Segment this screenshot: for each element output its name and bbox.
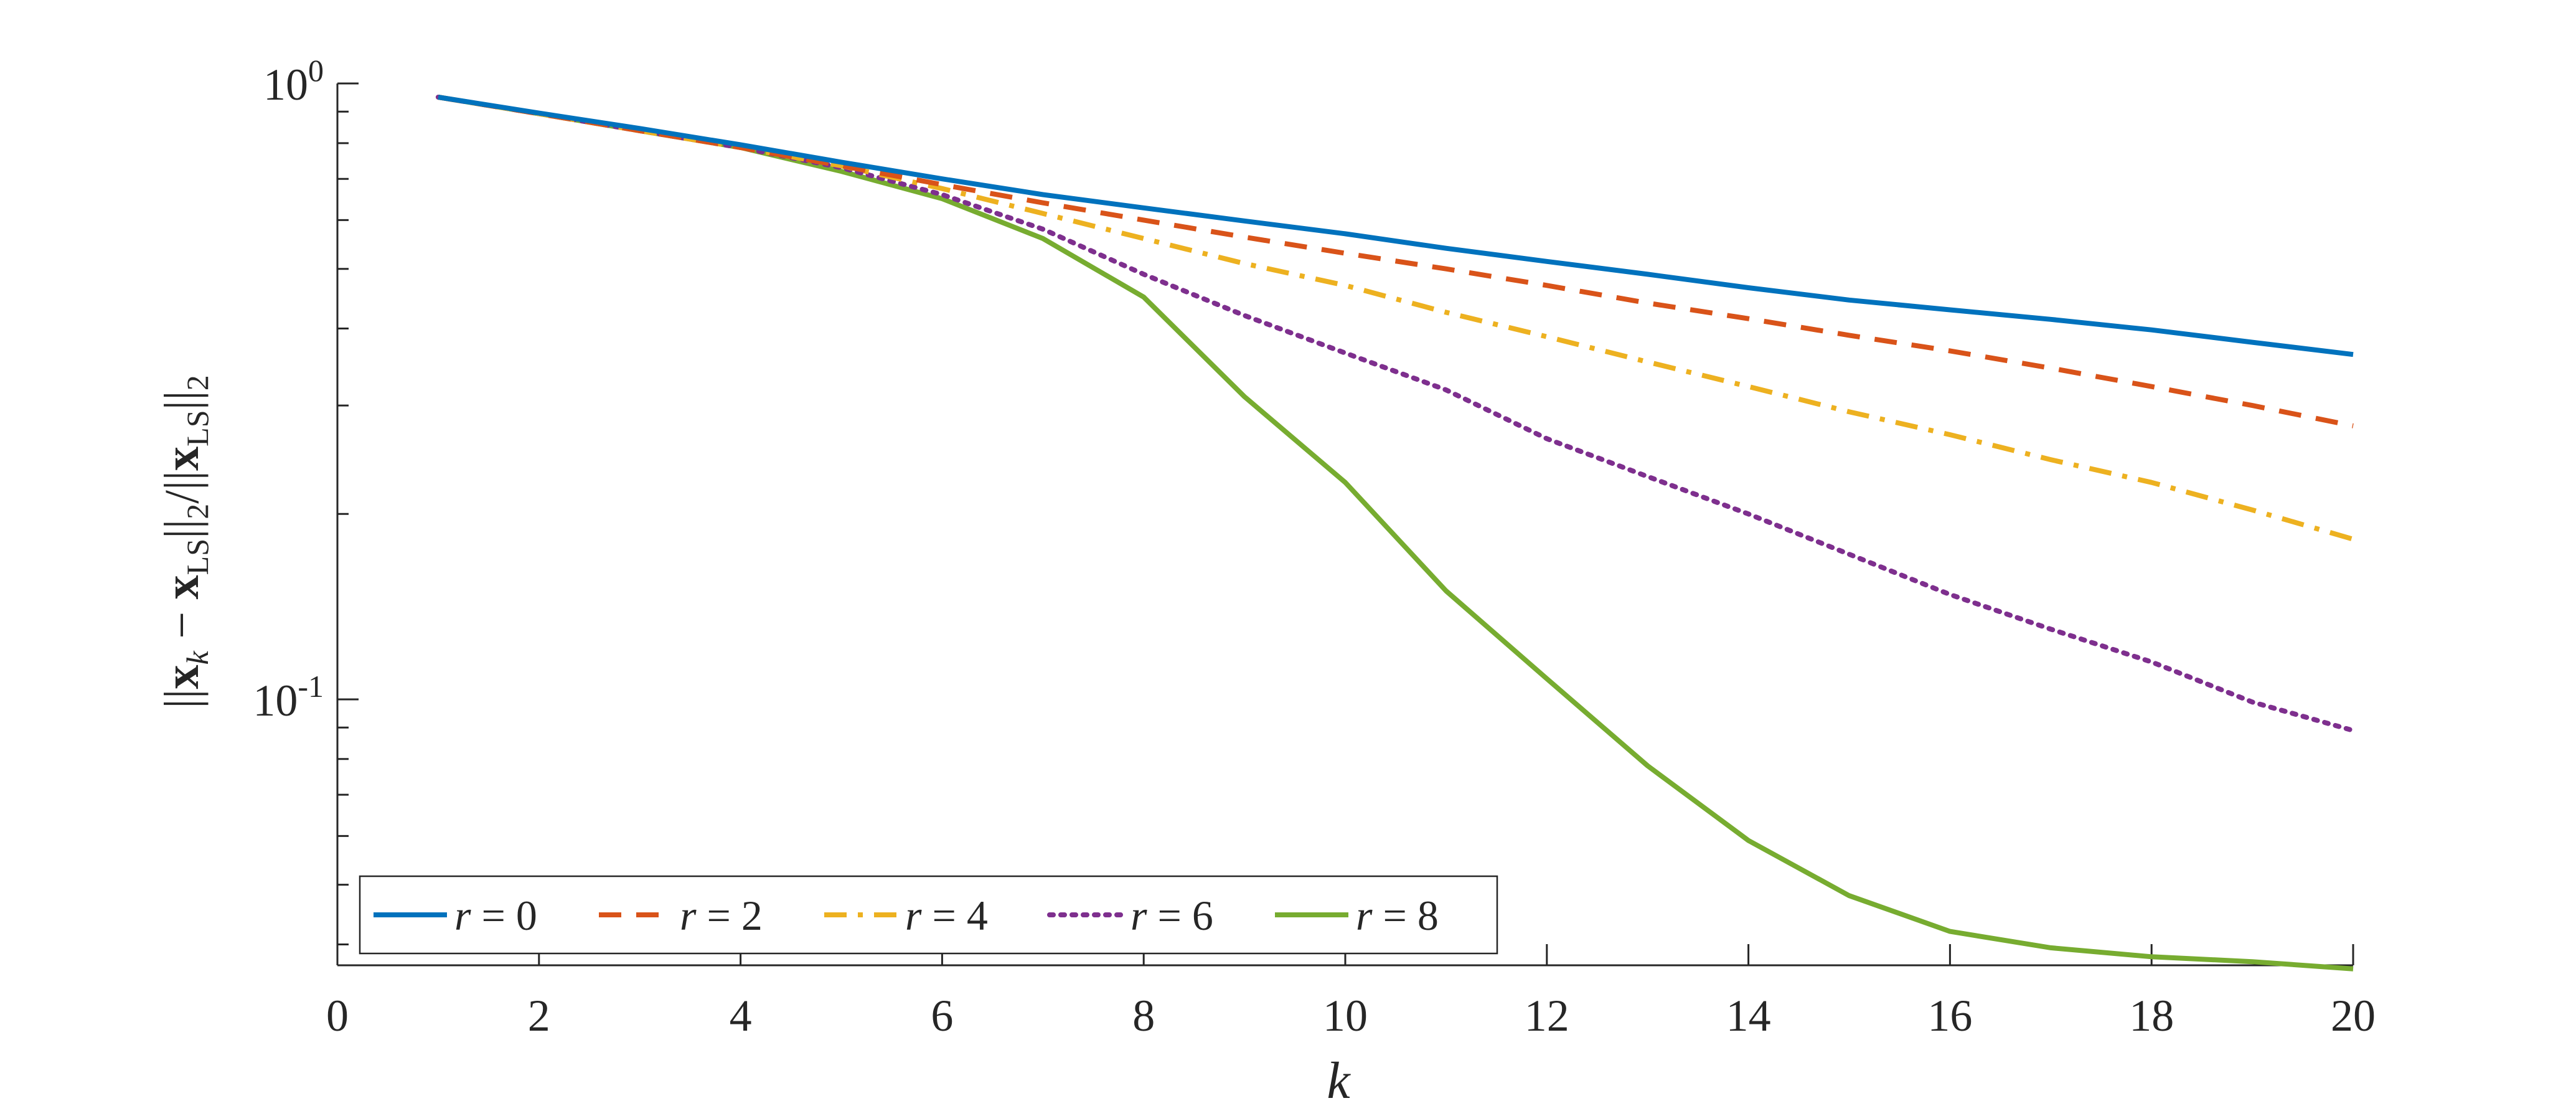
x-axis-label: k: [1327, 1052, 1351, 1110]
y-label-part: x: [154, 665, 209, 689]
legend-num: 0: [516, 892, 537, 939]
legend-eq: =: [471, 892, 515, 939]
x-tick-label: 10: [1323, 991, 1368, 1041]
legend-entry-label: r = 2: [680, 892, 763, 939]
legend-box: [359, 875, 1498, 955]
plot-lines: [435, 95, 2356, 972]
legend-num: 8: [1417, 892, 1439, 939]
y-label-part: 2: [180, 375, 215, 390]
y-label-part: /: [154, 490, 209, 504]
x-tick-label: 18: [2129, 991, 2174, 1041]
y-label-part: ||: [154, 471, 209, 490]
y-tick-exponent: -1: [298, 669, 324, 704]
y-label-part: ||: [154, 689, 209, 709]
axes: [336, 82, 2354, 967]
legend-var: r: [905, 892, 922, 939]
x-tick-label: 2: [528, 991, 550, 1041]
y-label-part: 2: [180, 504, 215, 519]
y-label-part: k: [180, 651, 215, 665]
y-label-part: ||: [154, 519, 209, 539]
legend-eq: =: [1372, 892, 1417, 939]
legend-entry-label: r = 8: [1356, 892, 1439, 939]
y-label-part: x: [154, 447, 209, 471]
legend-num: 2: [741, 892, 763, 939]
y-tick-exponent: 0: [308, 53, 324, 88]
legend-var: r: [1131, 892, 1147, 939]
legend-eq: =: [1147, 892, 1192, 939]
y-tick-base: 10: [253, 676, 298, 726]
y-label-part: ||: [154, 390, 209, 410]
legend-eq: =: [696, 892, 741, 939]
y-tick-base: 10: [263, 60, 308, 110]
legend-var: r: [1356, 892, 1373, 939]
x-tick-label: 16: [1927, 991, 1972, 1041]
y-tick-label: 100: [263, 53, 324, 110]
y-label-part: LS: [180, 410, 215, 446]
series-line: [435, 95, 2356, 733]
x-tick-label: 12: [1525, 991, 1569, 1041]
svg-text:||xk − xLS||2/||xLS||2: ||xk − xLS||2/||xLS||2: [154, 375, 215, 709]
x-tick-label: 6: [931, 991, 953, 1041]
y-label-part: −: [154, 599, 209, 651]
legend-num: 4: [967, 892, 988, 939]
legend-entry-label: r = 0: [454, 892, 537, 939]
legend-var: r: [680, 892, 697, 939]
x-tick-label: 14: [1726, 991, 1771, 1041]
x-tick-label: 4: [730, 991, 752, 1041]
legend-entry-label: r = 6: [1131, 892, 1213, 939]
x-tick-label: 0: [326, 991, 349, 1041]
y-label-part: LS: [180, 539, 215, 575]
y-axis-label: ||xk − xLS||2/||xLS||2: [154, 375, 215, 709]
y-label-part: x: [154, 575, 209, 599]
legend-var: r: [454, 892, 471, 939]
legend-num: 6: [1192, 892, 1213, 939]
legend-entry-label: r = 4: [905, 892, 988, 939]
series-line: [438, 95, 2354, 357]
y-tick-label: 10-1: [253, 669, 324, 726]
x-tick-label: 20: [2331, 991, 2376, 1041]
series-line: [438, 95, 2354, 428]
x-tick-label: 8: [1132, 991, 1155, 1041]
legend-eq: =: [921, 892, 966, 939]
